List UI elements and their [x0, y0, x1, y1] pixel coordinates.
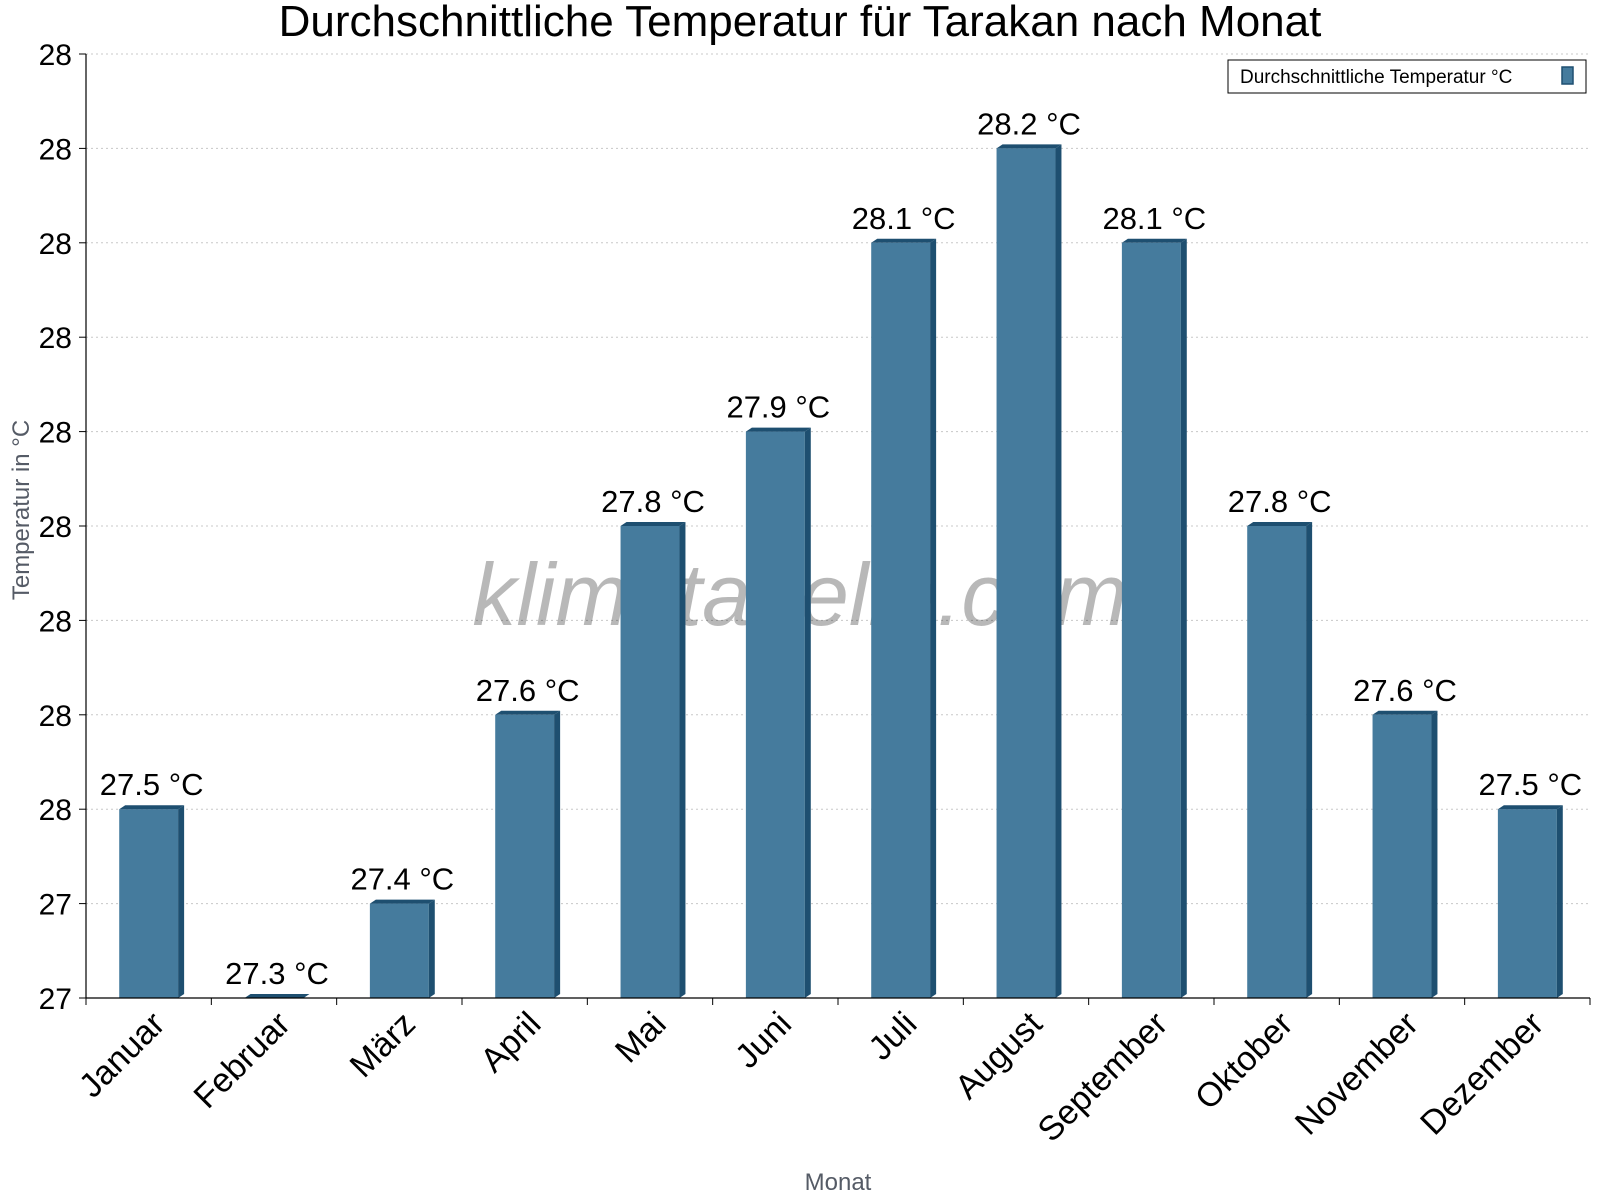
x-axis-ticks: Januar Februar März April Mai Juni Juli AugustS…: [72, 998, 1591, 1149]
x-tick-label: August: [948, 1004, 1050, 1106]
bar-side: [428, 899, 435, 998]
bar-face: [1497, 809, 1557, 998]
y-tick-label: 28: [39, 39, 72, 72]
bar-side: [178, 805, 185, 998]
bar-top: [745, 427, 811, 432]
grid-lines: [86, 53, 1590, 905]
bar-face: [745, 431, 805, 999]
bar: [369, 899, 435, 998]
bar: [1372, 710, 1438, 998]
bar-face: [620, 526, 680, 998]
bar: [1121, 238, 1187, 999]
bar-top: [119, 805, 185, 810]
x-tick-label: September: [1031, 1005, 1175, 1149]
bar: [1247, 522, 1313, 998]
legend-label: Durchschnittliche Temperatur °C: [1240, 67, 1512, 88]
y-tick-label: 28: [39, 417, 72, 450]
bar: [620, 522, 686, 998]
bar-side: [554, 710, 561, 998]
data-label: 27.5 °C: [100, 767, 204, 802]
data-label: 27.3 °C: [225, 956, 329, 991]
x-tick-label: Juli: [861, 1005, 924, 1068]
bar-side: [930, 238, 937, 999]
bar-face: [871, 242, 931, 999]
data-label: 28.1 °C: [1102, 201, 1206, 236]
y-tick-label: 27: [39, 889, 72, 922]
x-tick-label: Februar: [187, 1005, 298, 1116]
bar-side: [679, 522, 686, 998]
chart-title: Durchschnittliche Temperatur für Tarakan…: [279, 0, 1322, 46]
data-label: 27.4 °C: [350, 862, 454, 897]
bar-side: [1431, 710, 1438, 998]
bar-face: [369, 903, 429, 998]
y-tick-label: 28: [39, 228, 72, 261]
bar-face: [996, 148, 1056, 998]
bar: [996, 144, 1062, 998]
data-label: 28.2 °C: [977, 106, 1081, 141]
bars: [119, 144, 1563, 999]
bar-top: [244, 994, 310, 998]
y-axis-ticks: 27 27 28 28 28 28 28 28 28 28 28: [39, 39, 86, 1016]
data-label: 27.6 °C: [476, 673, 580, 708]
bar: [495, 710, 561, 998]
bar-side: [1055, 144, 1062, 998]
x-tick-label: Dezember: [1413, 1005, 1551, 1143]
bar: [745, 427, 811, 999]
bar-top: [871, 238, 937, 243]
bar-top: [1121, 238, 1187, 243]
y-tick-label: 27: [39, 983, 72, 1016]
y-tick-label: 28: [39, 700, 72, 733]
y-tick-label: 28: [39, 605, 72, 638]
bar-top: [369, 899, 435, 904]
bar-top: [620, 522, 686, 526]
data-label: 27.8 °C: [1228, 484, 1332, 519]
x-tick-label: Juni: [728, 1005, 799, 1076]
data-label: 27.5 °C: [1478, 767, 1582, 802]
y-tick-label: 28: [39, 794, 72, 827]
bar-face: [119, 809, 179, 998]
x-tick-label: Oktober: [1188, 1005, 1300, 1117]
data-label: 27.9 °C: [726, 390, 830, 425]
bar-face: [1372, 714, 1432, 998]
y-axis-title: Temperatur in °C: [8, 420, 35, 600]
x-tick-label: Mai: [608, 1005, 674, 1071]
bar-side: [1556, 805, 1563, 998]
bar: [871, 238, 937, 999]
x-tick-label: April: [473, 1005, 548, 1080]
x-tick-label: November: [1288, 1005, 1426, 1143]
bar-top: [495, 710, 561, 715]
bar-face: [1121, 242, 1181, 999]
bar-side: [1306, 522, 1313, 998]
y-tick-label: 28: [39, 511, 72, 544]
bar-face: [495, 714, 555, 998]
data-label: 28.1 °C: [852, 201, 956, 236]
data-labels: 27.5 °C 27.3 °C 27.4 °C 27.6 °C 27.8 °C 27.9 …: [100, 106, 1582, 991]
bar-top: [1497, 805, 1563, 810]
bar-side: [1180, 238, 1187, 999]
legend-swatch: [1561, 66, 1574, 85]
bar: [119, 805, 185, 998]
y-tick-label: 28: [39, 133, 72, 166]
bar: [1497, 805, 1563, 998]
bar-face: [1247, 526, 1307, 998]
bar-top: [1247, 522, 1313, 526]
legend: Durchschnittliche Temperatur °C: [1227, 59, 1587, 94]
bar-top: [996, 144, 1062, 149]
bar: [244, 994, 310, 998]
x-tick-label: März: [343, 1005, 423, 1085]
bar-side: [804, 427, 811, 999]
legend-box: [1227, 59, 1587, 94]
x-tick-label: Januar: [72, 1005, 172, 1105]
bar-top: [1372, 710, 1438, 715]
data-label: 27.8 °C: [601, 484, 705, 519]
x-axis-title: Monat: [805, 1169, 872, 1196]
y-tick-label: 28: [39, 322, 72, 355]
data-label: 27.6 °C: [1353, 673, 1457, 708]
